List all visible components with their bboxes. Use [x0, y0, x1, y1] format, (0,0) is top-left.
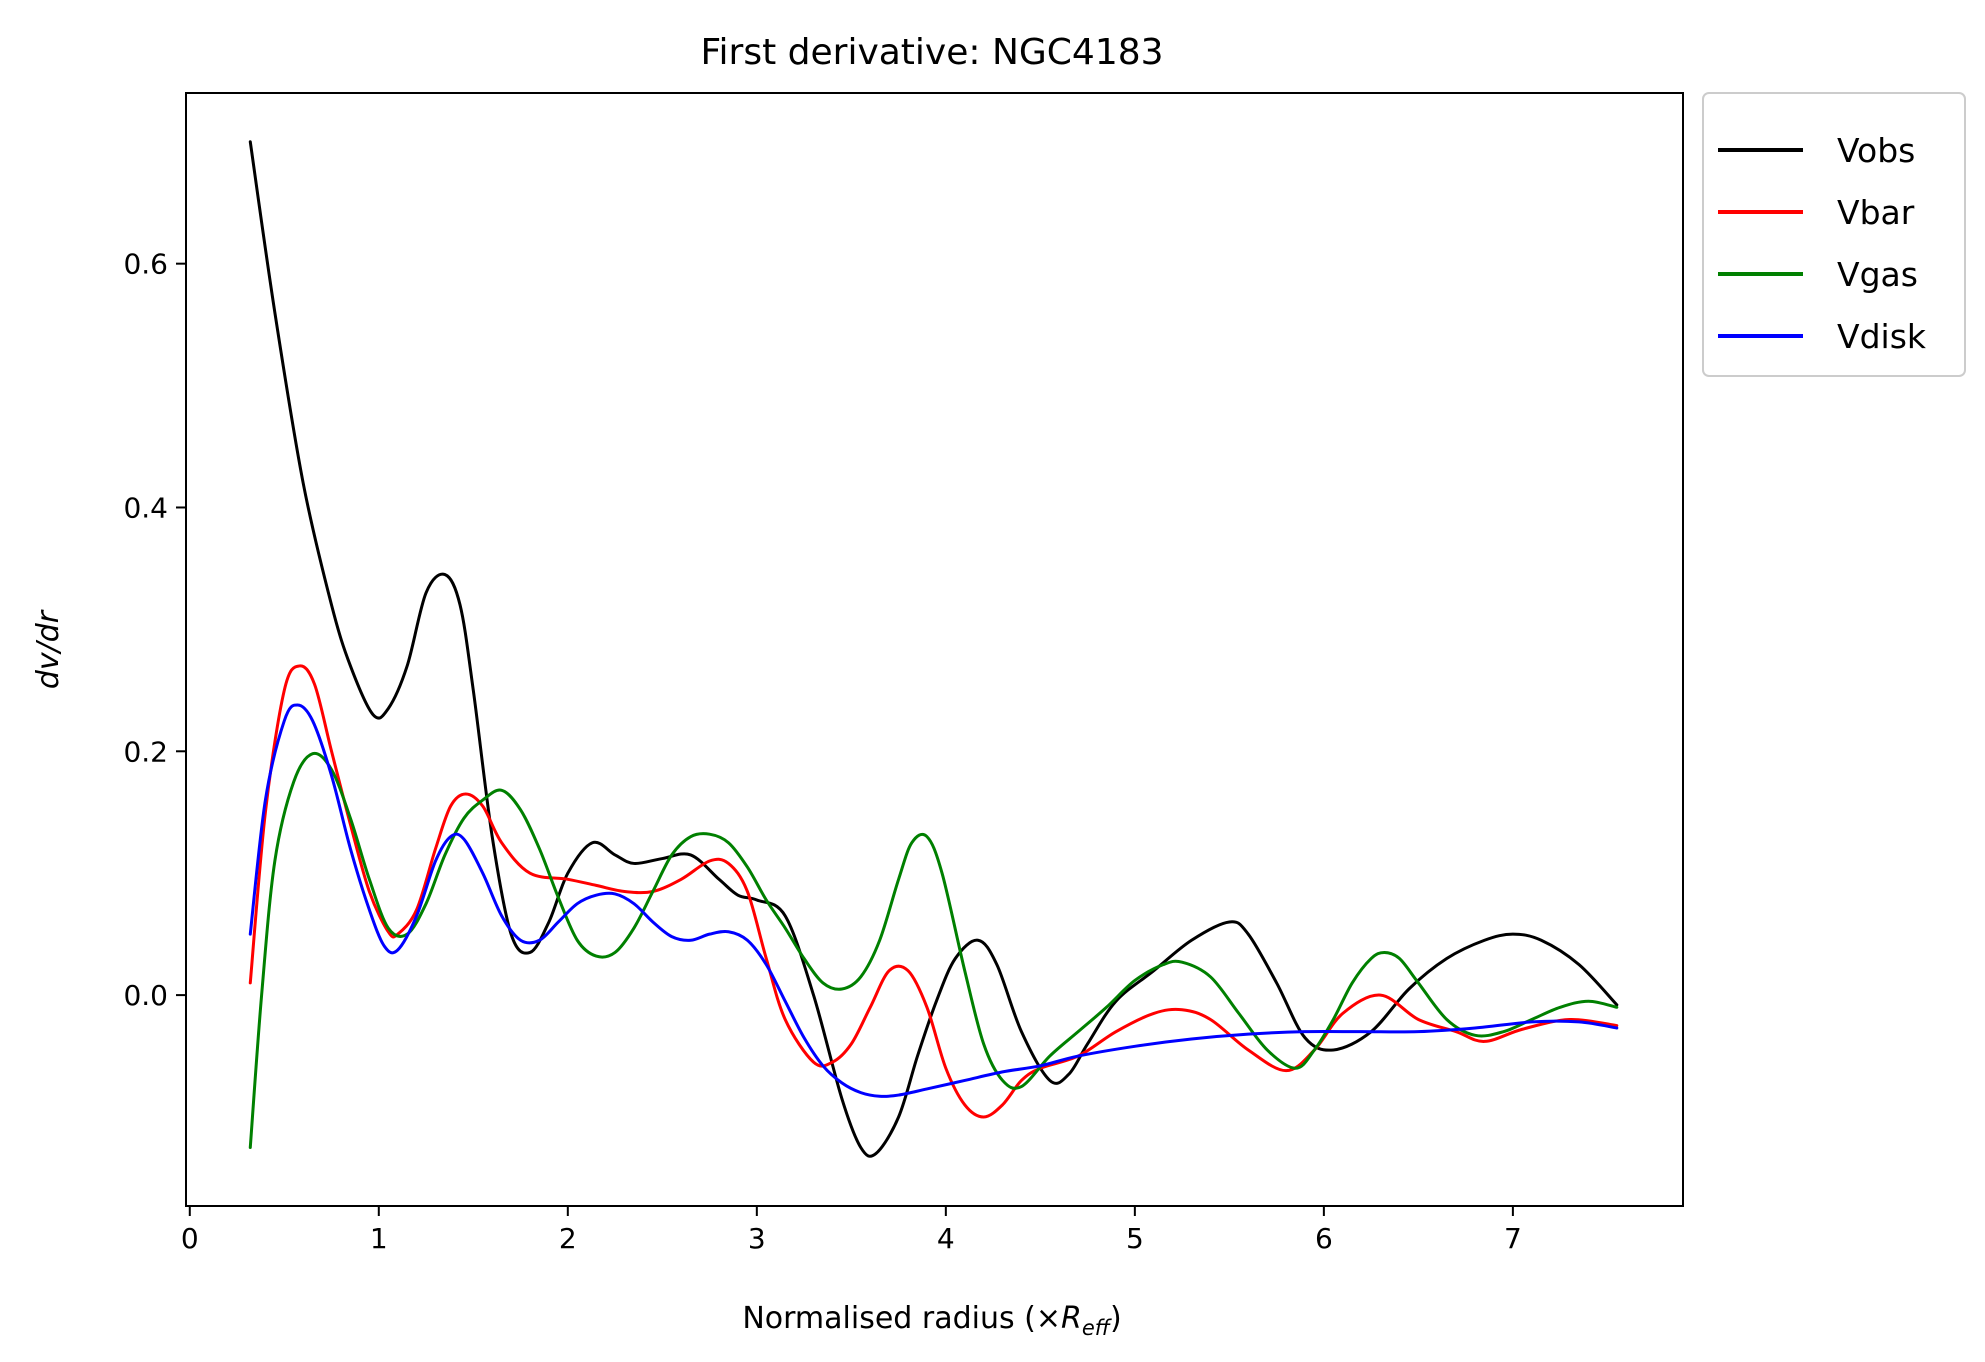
x-tick-label: 4	[937, 1222, 955, 1255]
y-axis: 0.0 0.2 0.4 0.6	[123, 248, 186, 1012]
x-tick-label: 1	[370, 1222, 388, 1255]
x-axis-title-prefix: Normalised radius (×	[742, 1301, 1061, 1336]
x-tick-label: 5	[1126, 1222, 1144, 1255]
legend: Vobs Vbar Vgas Vdisk	[1702, 92, 1966, 377]
x-tick-label: 6	[1315, 1222, 1333, 1255]
legend-label-vdisk: Vdisk	[1837, 317, 1927, 356]
series-line-vdisk	[248, 703, 1619, 1098]
x-tick-label: 0	[181, 1222, 199, 1255]
series-line-vbar	[248, 664, 1619, 1119]
legend-label-vbar: Vbar	[1837, 193, 1915, 232]
legend-label-vobs: Vobs	[1837, 131, 1915, 170]
x-axis-title: Normalised radius (×Reff)	[742, 1301, 1121, 1340]
y-tick-label: 0.4	[123, 491, 168, 524]
series-layer	[248, 140, 1619, 1158]
legend-box	[1702, 92, 1966, 377]
series-line-vgas	[248, 751, 1619, 1149]
x-tick-label: 3	[748, 1222, 766, 1255]
x-axis-title-subscript: eff	[1082, 1316, 1113, 1340]
y-tick-label: 0.6	[123, 248, 168, 281]
plot-frame	[185, 92, 1684, 1207]
x-tick-label: 7	[1504, 1222, 1522, 1255]
y-axis-title: dv/dr	[31, 609, 66, 689]
x-tick-label: 2	[559, 1222, 577, 1255]
chart-title: First derivative: NGC4183	[700, 32, 1163, 73]
x-axis-title-symbol: R	[1061, 1301, 1082, 1336]
series-line-vobs	[248, 140, 1619, 1158]
x-axis: 0 1 2 3 4 5 6 7	[181, 1206, 1522, 1255]
y-tick-label: 0.0	[123, 979, 168, 1012]
x-axis-title-suffix: )	[1110, 1301, 1122, 1336]
y-tick-label: 0.2	[123, 735, 168, 768]
legend-label-vgas: Vgas	[1837, 255, 1918, 294]
